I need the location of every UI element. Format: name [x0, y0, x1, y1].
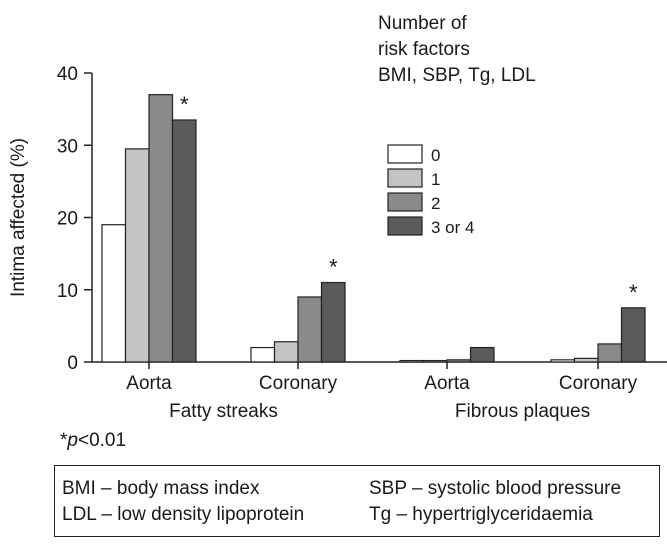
bar	[597, 343, 623, 363]
y-tick-label: 0	[67, 353, 78, 374]
bar	[446, 359, 472, 363]
bar	[422, 359, 448, 363]
footnote-p: p	[67, 430, 78, 451]
bar	[297, 296, 323, 363]
legend-title-line: BMI, SBP, Tg, LDL	[378, 65, 536, 86]
abbrev-bmi: BMI – body mass index	[62, 478, 260, 499]
footnote-threshold: <0.01	[77, 430, 127, 451]
bar	[101, 224, 127, 363]
legend-title-line: risk factors	[378, 39, 470, 60]
legend-swatch	[387, 168, 423, 188]
footnote-star: *	[60, 430, 68, 451]
legend-label: 3 or 4	[431, 218, 474, 237]
x-tick-label: Aorta	[126, 373, 172, 394]
legend-title-line: Number of	[378, 13, 467, 34]
bar	[250, 346, 276, 363]
legend-label: 1	[431, 170, 440, 189]
y-tick-label: 40	[57, 64, 78, 85]
abbrev-sbp: SBP – systolic blood pressure	[369, 478, 622, 499]
bar	[124, 148, 150, 363]
bar	[148, 94, 174, 363]
significance-marker: *	[629, 280, 638, 305]
chart-bars	[101, 94, 646, 363]
significance-marker: *	[180, 92, 189, 117]
abbrev-ldl: LDL – low density lipoprotein	[62, 504, 305, 525]
bar	[171, 119, 197, 363]
significance-footnote: *p<0.01	[60, 430, 126, 452]
bar	[469, 346, 495, 363]
bar	[320, 281, 346, 363]
x-tick-label: Coronary	[259, 373, 338, 394]
y-axis-label: Intima affected (%)	[8, 138, 29, 297]
chart-legend: Number of risk factors BMI, SBP, Tg, LDL 0 1…	[378, 13, 536, 237]
x-tick-label: Coronary	[559, 373, 638, 394]
chart-labels: Aorta * Coronary * Aorta Coronary * Fatty strea…	[126, 92, 638, 422]
group-label: Fibrous plaques	[455, 401, 590, 422]
y-tick-label: 20	[57, 209, 78, 230]
bar	[573, 357, 599, 363]
bar	[273, 341, 299, 363]
group-label: Fatty streaks	[169, 401, 278, 422]
legend-label: 0	[431, 146, 440, 165]
abbreviations-box: BMI – body mass index SBP – systolic blo…	[54, 465, 660, 537]
abbrev-tg: Tg – hypertriglyceridaemia	[369, 504, 593, 525]
legend-swatch	[387, 216, 423, 236]
bar	[550, 359, 576, 363]
significance-marker: *	[329, 255, 338, 280]
bar	[620, 307, 646, 363]
x-tick-label: Aorta	[424, 373, 470, 394]
legend-label: 2	[431, 194, 440, 213]
y-tick-label: 30	[57, 136, 78, 157]
legend-swatch	[387, 144, 423, 164]
y-tick-label: 10	[57, 281, 78, 302]
legend-swatch	[387, 192, 423, 212]
bar	[399, 359, 425, 363]
